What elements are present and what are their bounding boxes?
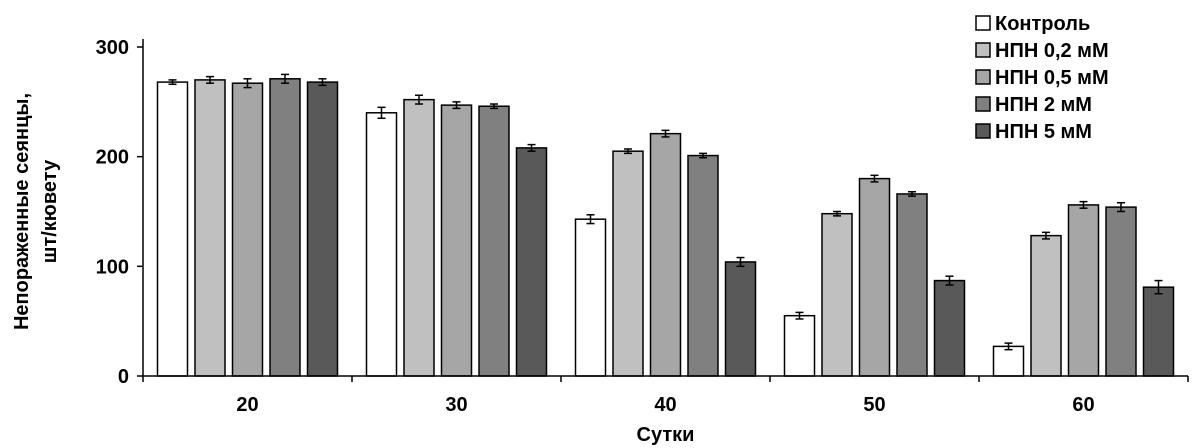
bar xyxy=(403,98,435,377)
x-tick-label: 40 xyxy=(654,394,676,416)
bar xyxy=(440,104,473,377)
bar xyxy=(478,105,510,377)
bar xyxy=(156,81,189,377)
bar xyxy=(783,314,816,377)
legend-swatch xyxy=(975,123,991,139)
y-tick-label: 300 xyxy=(96,37,129,59)
legend-swatch xyxy=(975,69,991,85)
x-tick-label: 60 xyxy=(1072,394,1094,416)
legend-swatch xyxy=(975,15,991,31)
bar xyxy=(858,177,891,377)
bar xyxy=(896,193,928,377)
x-tick-label: 50 xyxy=(863,394,885,416)
bar xyxy=(724,261,757,377)
legend-label: НПН 0,2 мМ xyxy=(995,40,1109,62)
bar xyxy=(306,81,339,377)
x-tick-label: 30 xyxy=(445,394,467,416)
legend-label: НПН 2 мМ xyxy=(995,94,1092,116)
bar xyxy=(365,112,398,377)
y-axis: 0 100 200 300 xyxy=(96,37,144,388)
bar xyxy=(231,82,264,377)
bar xyxy=(649,132,682,377)
y-axis-title-line: шт/кювету xyxy=(39,159,61,263)
bar xyxy=(1142,286,1175,377)
bars xyxy=(156,73,1175,377)
bar xyxy=(933,279,966,377)
x-axis: 20 30 40 50 60 xyxy=(142,375,1189,416)
bar xyxy=(612,150,644,377)
bar xyxy=(574,218,607,377)
legend-label: Контроль xyxy=(995,13,1090,35)
legend: Контроль НПН 0,2 мМ НПН 0,5 мМ НПН 2 мМ НПН … xyxy=(975,13,1109,143)
bar xyxy=(687,154,719,377)
y-axis-title-line: Непораженные сеянцы, xyxy=(11,93,33,330)
x-tick-label: 20 xyxy=(236,394,258,416)
bar xyxy=(269,78,301,377)
legend-swatch xyxy=(975,42,991,58)
legend-swatch xyxy=(975,96,991,112)
bar xyxy=(1067,204,1100,377)
y-tick-label: 200 xyxy=(96,147,129,169)
bar xyxy=(515,147,548,377)
bar xyxy=(992,345,1025,377)
y-tick-label: 100 xyxy=(96,256,129,278)
legend-label: НПН 0,5 мМ xyxy=(995,67,1109,89)
x-axis-title: Сутки xyxy=(637,424,695,446)
y-tick-label: 0 xyxy=(118,366,129,388)
bar xyxy=(1105,206,1137,377)
legend-label: НПН 5 мМ xyxy=(995,121,1092,143)
bar xyxy=(194,79,226,377)
y-axis-title: Непораженные сеянцы, шт/кювету xyxy=(11,93,61,330)
bar xyxy=(821,212,853,377)
bar xyxy=(1030,234,1062,377)
